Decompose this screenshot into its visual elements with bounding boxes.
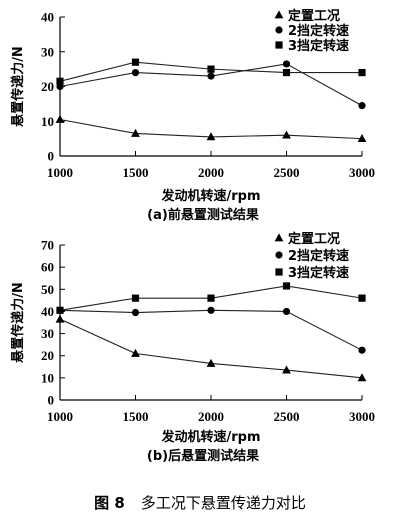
x-axis-label: 发动机转速/rpm [160,188,260,204]
legend-marker-triangle [274,233,284,242]
data-point-triangle [131,348,140,357]
data-point-triangle [206,358,216,367]
data-point-triangle [282,365,291,374]
figure-caption: 图 8 多工况下悬置传递力对比 [94,494,306,512]
data-point-circle [282,60,291,68]
panel-b: 0 10 20 30 40 50 60 70 1000 1500 2000 2500 3000 发动机转速… [10,231,375,464]
x-tick-label: 2500 [274,165,300,180]
legend-entry: 3挡定转速 [275,265,349,281]
data-point-circle [131,308,140,317]
y-axis-label: 悬置传递力/N [10,282,26,363]
figure-caption-label: 图 8 [94,494,125,512]
data-point-circle [358,102,366,110]
legend-marker-circle [275,26,283,34]
y-tick-label: 40 [41,304,54,319]
data-point-triangle [357,134,367,143]
x-tick-label: 1500 [123,409,149,424]
x-tick-label: 1000 [47,165,73,180]
legend-label: 定置工况 [287,8,340,24]
x-tick-label: 3000 [349,409,375,424]
x-tick-label: 1500 [123,165,149,180]
x-tick-label: 3000 [349,165,375,180]
x-tick-label: 2500 [274,409,300,424]
data-point-square [282,69,291,77]
figure-caption-text: 多工况下悬置传递力对比 [141,494,306,512]
y-tick-label: 30 [41,44,54,59]
data-point-square [358,294,366,302]
data-point-triangle [131,128,140,137]
data-point-circle [358,346,366,354]
legend-entry: 定置工况 [274,8,340,24]
y-tick-label: 10 [41,114,54,129]
y-tick-label: 0 [48,393,55,408]
y-tick-label: 20 [41,348,54,363]
subplot-caption: (b)后悬置测试结果 [147,448,259,464]
data-point-square [56,306,64,314]
y-tick-label: 10 [41,370,54,385]
legend-marker-square [275,268,283,276]
x-tick-label: 2000 [198,409,224,424]
data-point-triangle [357,373,367,382]
data-point-circle [131,69,140,77]
data-point-triangle [55,114,65,123]
series-line-triangle [59,318,363,379]
data-point-triangle [282,130,291,139]
legend-label: 定置工况 [287,231,340,247]
data-point-square [282,282,291,290]
legend-marker-triangle [274,10,284,19]
data-point-square [56,77,64,85]
legend-entry: 定置工况 [274,231,340,247]
y-tick-label: 50 [41,282,54,297]
data-point-square [207,294,215,302]
x-axis-label: 发动机转速/rpm [160,429,260,445]
data-point-triangle [206,132,216,141]
x-tick-label: 2000 [198,165,224,180]
data-point-square [131,294,140,302]
data-point-triangle [55,314,65,323]
y-axis-label: 悬置传递力/N [10,46,26,127]
series-line-circle [59,309,363,351]
y-tick-label: 20 [41,79,54,94]
y-tick-label: 0 [48,149,55,164]
data-point-circle [282,307,291,316]
y-tick-label: 60 [41,260,54,275]
data-point-circle [207,306,215,314]
x-tick-label: 1000 [47,409,73,424]
legend-label: 3挡定转速 [288,265,349,281]
legend-entry: 2挡定转速 [275,248,349,264]
legend-entry: 3挡定转速 [275,38,349,54]
y-tick-label: 30 [41,326,54,341]
legend-label: 2挡定转速 [288,23,349,39]
y-tick-label: 40 [41,10,54,25]
panel-a: 0 10 20 30 40 1000 1500 2000 2500 3000 发动机转速/rpm 悬置… [10,8,375,223]
data-point-square [131,58,140,66]
legend-label: 3挡定转速 [288,38,349,54]
y-tick-label: 70 [41,238,54,253]
legend-marker-circle [275,251,283,259]
subplot-caption: (a)前悬置测试结果 [147,207,259,223]
data-point-square [207,65,215,73]
data-point-circle [207,72,215,80]
legend-marker-square [275,41,283,49]
legend-entry: 2挡定转速 [275,23,349,39]
data-point-square [358,69,366,77]
legend-label: 2挡定转速 [288,248,349,264]
